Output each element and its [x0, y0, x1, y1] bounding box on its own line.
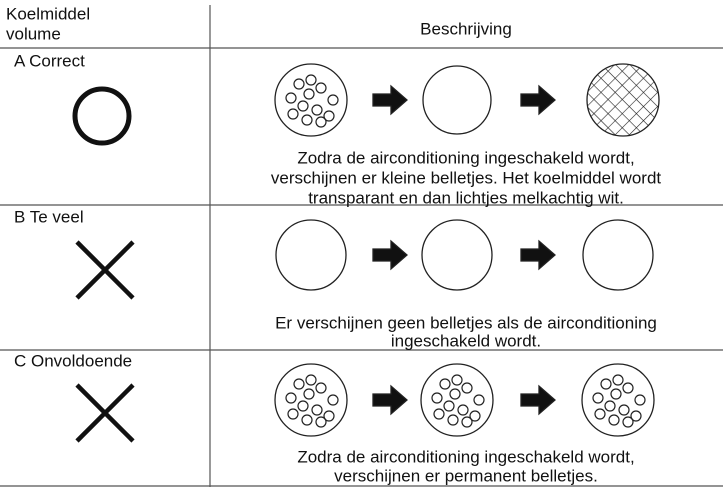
description: verschijnen er kleine belletjes. Het koe… [271, 168, 662, 187]
description: verschijnen er permanent belletjes. [334, 466, 598, 485]
header-cell: volume [6, 24, 61, 43]
sight-glass-row-b [275, 219, 654, 291]
header-cell: Beschrijving [420, 19, 512, 38]
table-grid [0, 5, 723, 487]
description: Er verschijnen geen belletjes als de air… [275, 313, 657, 332]
header-cell: Koelmiddel [6, 4, 90, 23]
correct-icon [72, 86, 132, 146]
description: transparant en dan lichtjes melkachtig w… [308, 188, 624, 207]
wrong-icon [77, 242, 133, 298]
row-label: B Te veel [14, 207, 84, 226]
sight-glass-row-a [274, 63, 660, 137]
wrong-icon [77, 385, 133, 441]
description: Zodra de airconditioning ingeschakeld wo… [297, 447, 634, 466]
row-label: C Onvoldoende [14, 351, 132, 370]
sight-glass-row-c [274, 363, 655, 437]
description: ingeschakeld wordt. [391, 331, 541, 350]
row-label: A Correct [14, 51, 85, 70]
description: Zodra de airconditioning ingeschakeld wo… [297, 148, 634, 167]
